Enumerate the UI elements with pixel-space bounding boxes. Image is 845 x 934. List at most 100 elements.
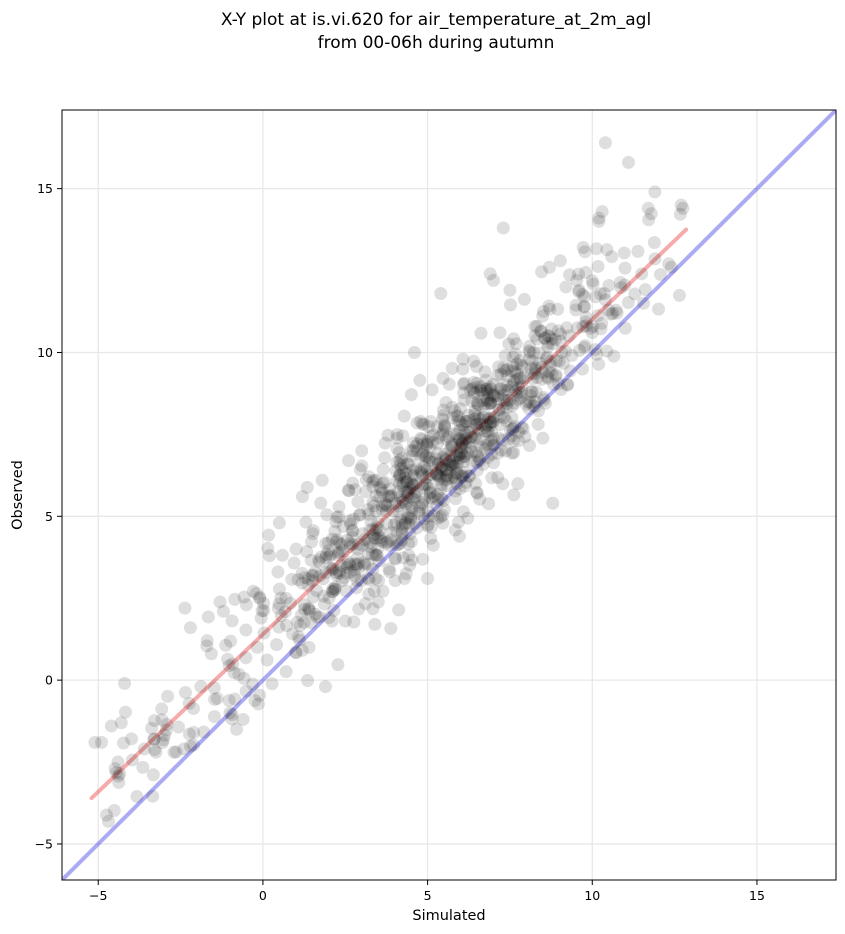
scatter-point [225, 708, 239, 722]
scatter-point [404, 481, 418, 495]
scatter-point [441, 430, 455, 444]
scatter-point [435, 477, 449, 491]
scatter-point [535, 265, 549, 279]
scatter-point [182, 727, 196, 741]
scatter-point [412, 504, 426, 518]
scatter-point [598, 293, 612, 307]
scatter-point [439, 470, 453, 484]
scatter-point [130, 790, 144, 804]
scatter-point [465, 429, 479, 443]
scatter-point [392, 505, 406, 519]
scatter-point [545, 332, 559, 346]
regression-line [89, 227, 689, 801]
scatter-point [451, 455, 465, 469]
scatter-point [114, 716, 128, 730]
scatter-point [481, 382, 495, 396]
scatter-point [416, 448, 430, 462]
scatter-point [146, 789, 160, 803]
scatter-point [478, 365, 492, 379]
scatter-point [498, 364, 512, 378]
scatter-point [348, 483, 362, 497]
scatter-point [393, 468, 407, 482]
scatter-point [396, 478, 410, 492]
scatter-point [379, 536, 393, 550]
scatter-point [314, 550, 328, 564]
scatter-point [289, 542, 303, 556]
scatter-point [498, 349, 512, 363]
scatter-point [482, 497, 496, 511]
scatter-point [531, 417, 545, 431]
scatter-point [374, 533, 388, 547]
scatter-point [414, 462, 428, 476]
scatter-point [469, 380, 483, 394]
scatter-point [253, 592, 267, 606]
scatter-point [371, 595, 385, 609]
scatter-point [456, 468, 470, 482]
x-tick-label: 10 [584, 888, 600, 903]
scatter-point [410, 444, 424, 458]
scatter-point [395, 521, 409, 535]
scatter-point [332, 500, 346, 514]
scatter-point [622, 155, 635, 169]
scatter-point [421, 519, 435, 533]
scatter-point [366, 528, 380, 542]
scatter-point [405, 500, 419, 514]
scatter-point [496, 361, 510, 375]
scatter-point [530, 332, 544, 346]
scatter-point [512, 381, 526, 395]
scatter-point [415, 496, 429, 510]
scatter-point [356, 527, 370, 541]
scatter-point [480, 424, 494, 438]
scatter-point [469, 418, 483, 432]
scatter-point [597, 286, 611, 300]
scatter-point [481, 397, 495, 411]
scatter-point [528, 329, 542, 343]
scatter-point [455, 437, 469, 451]
scatter-point [427, 490, 441, 504]
scatter-point [295, 643, 309, 657]
scatter-point [316, 572, 330, 586]
scatter-point [576, 241, 590, 254]
scatter-point [183, 621, 197, 635]
scatter-point [346, 476, 360, 490]
scatter-point [484, 382, 498, 396]
scatter-point [347, 615, 361, 629]
scatter-point [504, 423, 517, 437]
scatter-point [396, 495, 410, 509]
scatter-point [439, 462, 453, 476]
scatter-point [275, 548, 289, 562]
scatter-point [416, 437, 430, 451]
scatter-point [370, 521, 384, 535]
scatter-point [474, 380, 488, 394]
scatter-point [453, 423, 467, 437]
scatter-point [322, 591, 336, 605]
scatter-point [458, 449, 472, 463]
scatter-point [397, 409, 411, 423]
scatter-point [328, 580, 342, 594]
scatter-point [501, 383, 515, 397]
scatter-point [369, 572, 383, 586]
scatter-point [450, 459, 464, 473]
scatter-point [348, 568, 362, 582]
scatter-point [621, 296, 635, 310]
scatter-point [470, 449, 484, 463]
one-to-one-line [62, 110, 836, 880]
scatter-point [325, 614, 339, 628]
scatter-point [225, 614, 239, 628]
scatter-point [492, 431, 506, 445]
scatter-point [280, 619, 294, 633]
scatter-point [125, 753, 139, 767]
scatter-point [478, 421, 492, 435]
scatter-point [328, 583, 341, 597]
scatter-point [503, 393, 517, 407]
scatter-point [366, 496, 380, 510]
scatter-point [492, 360, 506, 374]
scatter-point [542, 365, 556, 379]
scatter-point [358, 597, 372, 611]
scatter-point [396, 458, 410, 472]
scatter-point [559, 344, 572, 358]
scatter-point [397, 485, 411, 499]
scatter-point [508, 420, 522, 434]
scatter-point [525, 385, 539, 399]
scatter-point [381, 535, 395, 549]
